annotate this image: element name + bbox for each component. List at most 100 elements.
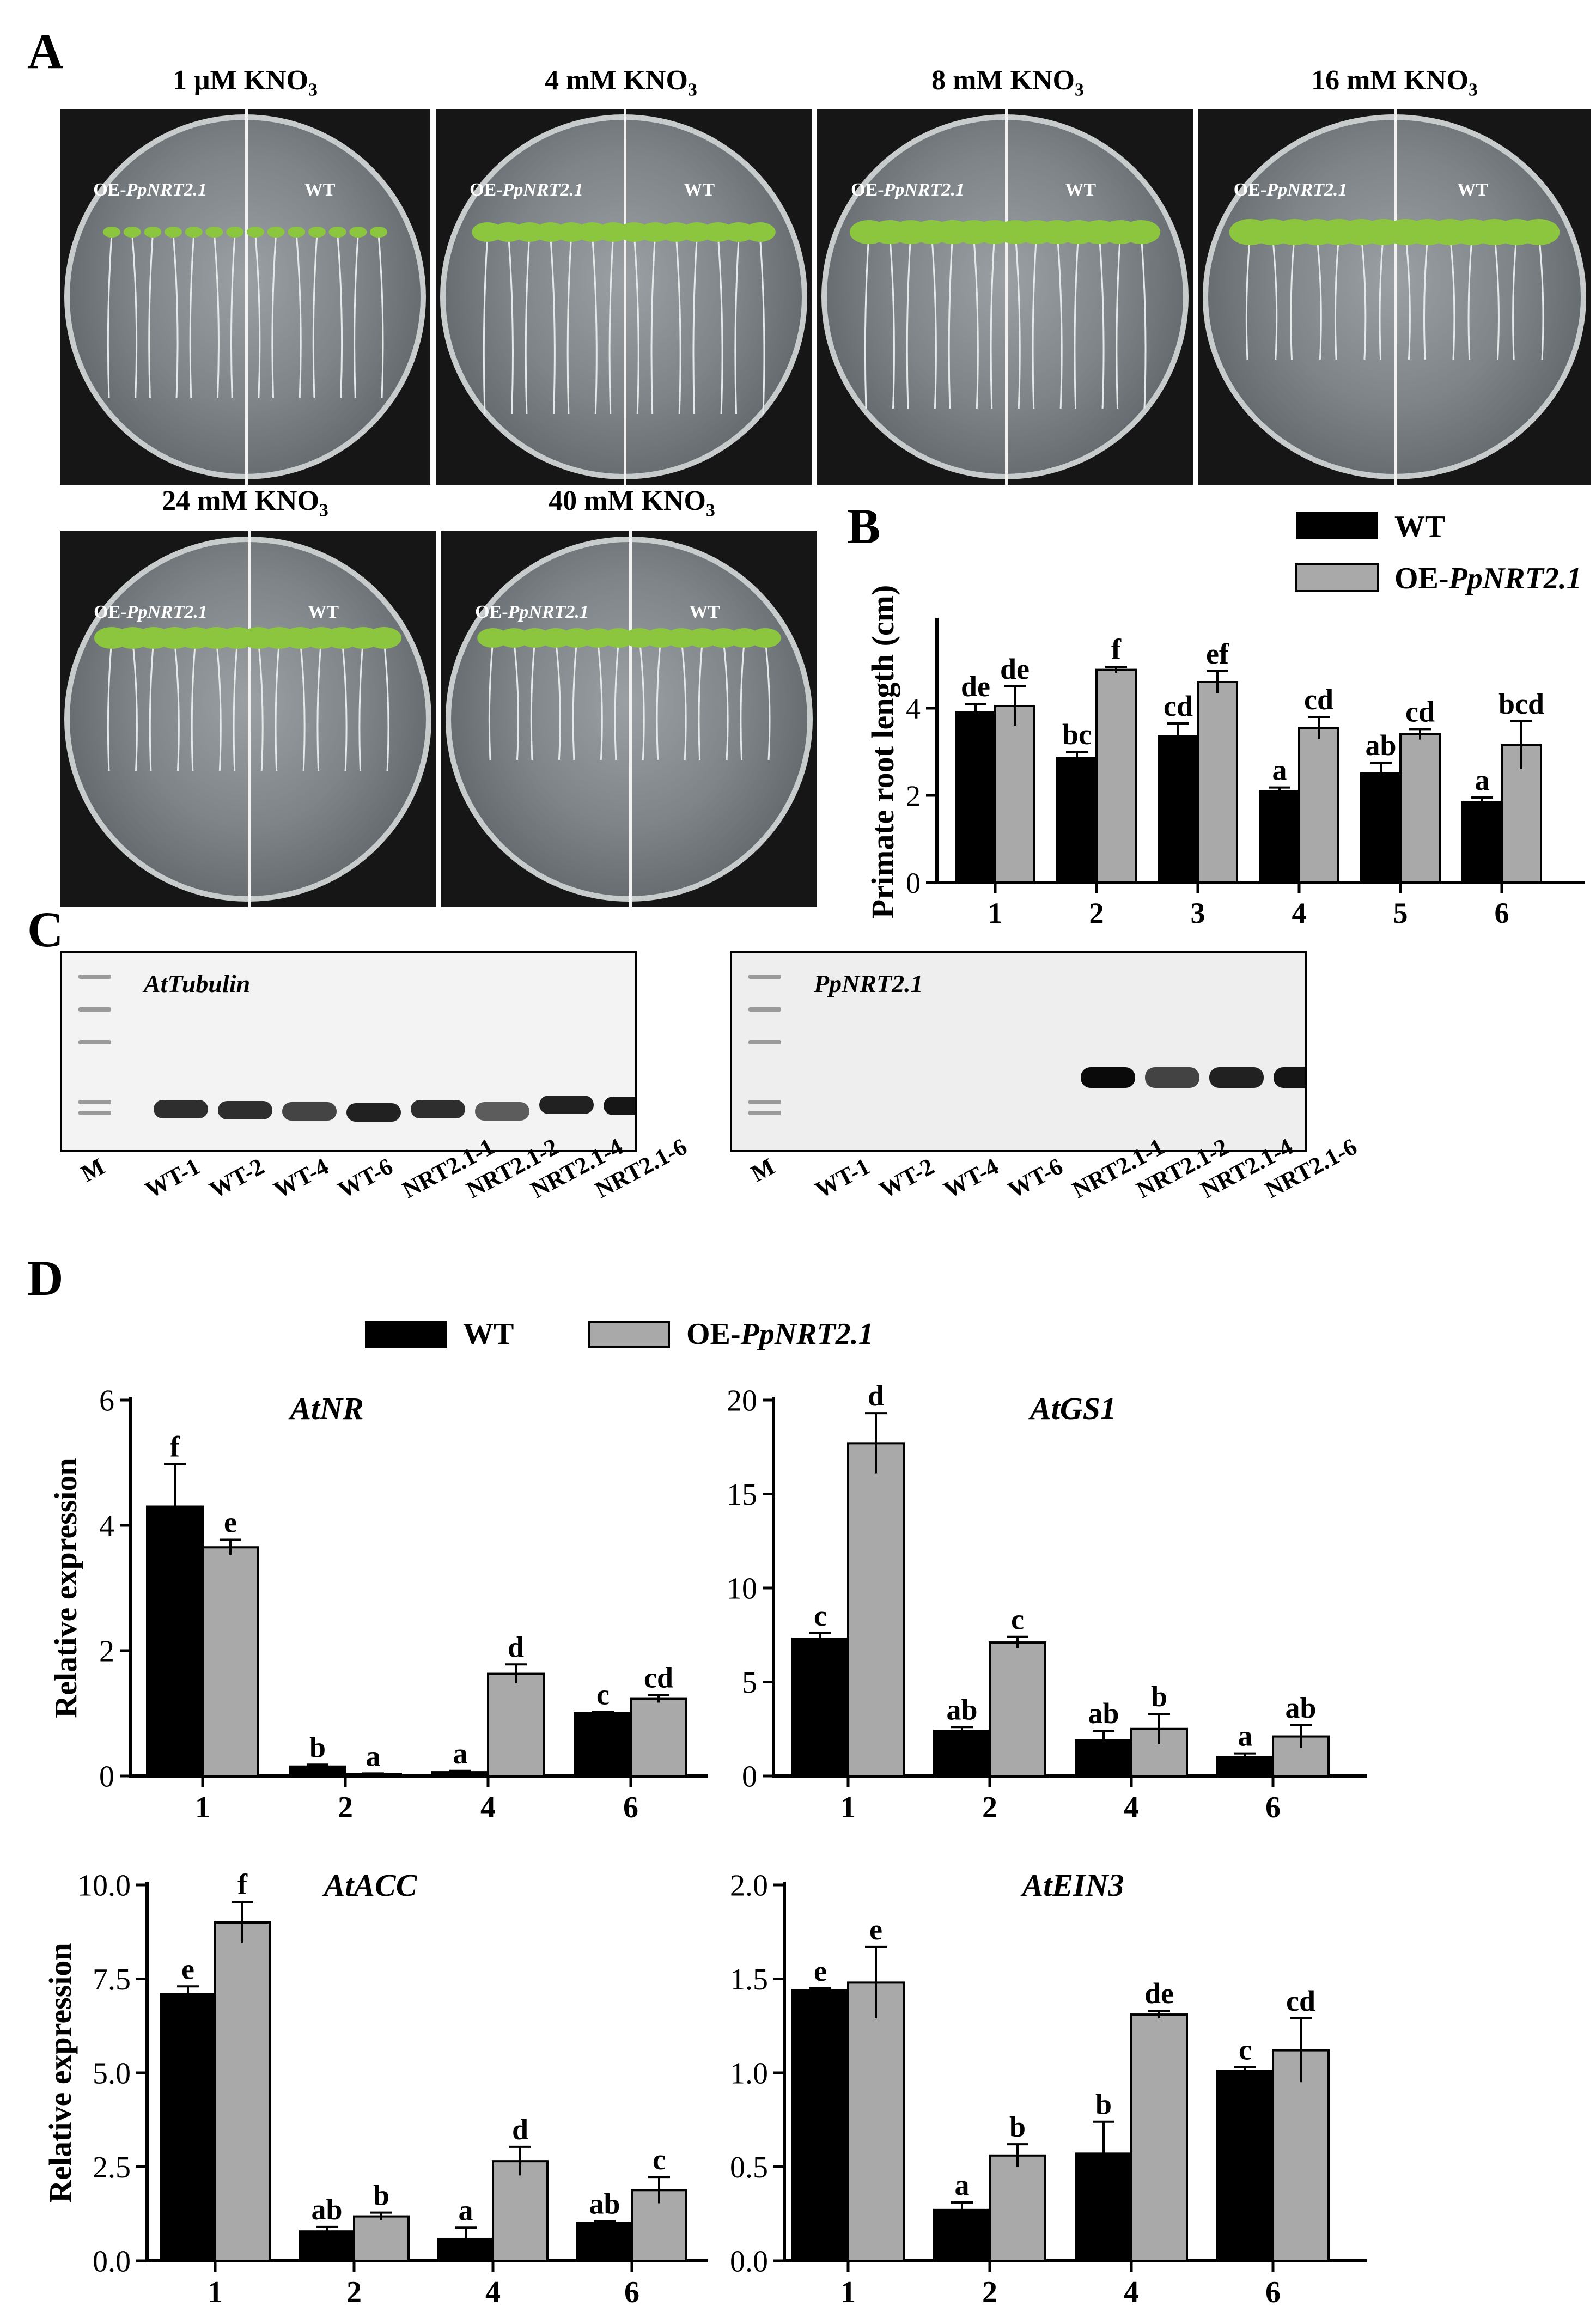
ladder-band — [78, 975, 111, 979]
plate-label-oe-prefix: OE- — [1233, 180, 1267, 200]
y-tick-label: 20 — [727, 1384, 757, 1418]
gel-2: PpNRT2.1 — [730, 951, 1307, 1152]
significance-letter: b — [1151, 1680, 1167, 1713]
bar-oe — [1298, 727, 1339, 884]
seedling-root — [566, 234, 572, 415]
significance-letter: e — [224, 1506, 237, 1538]
plate-label-oe: OE-PpNRT2.1 — [475, 602, 589, 623]
seedling-root — [656, 640, 662, 760]
lane-label: WT-1 — [141, 1153, 205, 1204]
ladder-band — [748, 1111, 781, 1115]
seedling-root — [692, 234, 698, 415]
seedling-root — [591, 234, 598, 415]
bar-oe — [847, 1981, 905, 2262]
seedling-leaves — [246, 227, 264, 238]
y-tick-label: 2.5 — [93, 2151, 131, 2185]
seedling-root — [638, 640, 645, 760]
significance-letter: e — [181, 1952, 194, 1985]
plate-divider-line — [624, 109, 626, 485]
seedling-leaves — [1122, 220, 1161, 244]
plate-label-wt: WT — [304, 180, 336, 200]
plate-label-wt: WT — [684, 180, 715, 200]
seedling-leaves — [370, 227, 387, 238]
seedling-root — [1423, 234, 1429, 360]
significance-letter: e — [869, 1913, 882, 1946]
seedling-root — [650, 234, 656, 415]
seedling-root — [614, 640, 620, 760]
significance-letter: c — [596, 1678, 610, 1711]
x-tick-label: 5 — [1393, 897, 1408, 929]
seedling-root — [1360, 234, 1367, 360]
ladder-band — [78, 1111, 111, 1115]
gel-band — [1081, 1067, 1135, 1088]
seedling-root — [316, 640, 322, 771]
significance-letter: b — [373, 2179, 389, 2212]
seedling-root — [233, 640, 239, 771]
legend-oe-label: OE-PpNRT2.1 — [1394, 562, 1582, 595]
significance-letter: ab — [1365, 729, 1396, 762]
seedling-root — [337, 234, 343, 398]
seedling-root — [888, 234, 895, 409]
seedling-root — [213, 234, 220, 398]
seedling-root — [513, 640, 519, 760]
plate-label-oe-gene: PpNRT2.1 — [1266, 180, 1348, 200]
seedling-root — [764, 640, 771, 760]
x-tick-label: 1 — [195, 1791, 210, 1824]
seedling-leaves — [144, 227, 162, 238]
seedling-leaves — [185, 227, 203, 238]
seedling-root — [131, 640, 138, 771]
ladder-band — [748, 1040, 781, 1044]
x-tick-label: 2 — [982, 2275, 997, 2304]
x-tick-label: 4 — [1124, 1791, 1139, 1824]
plate-title-text: 16 mM KNO — [1311, 65, 1469, 96]
plate-label-oe-gene: PpNRT2.1 — [126, 180, 207, 200]
bar-oe — [487, 1672, 545, 1777]
seedling-root — [254, 234, 261, 398]
chart-atein3: 0.0 0.5 1.0 1.5 2.0 AtEIN3 1 e e 2 a b 4 b de 6 c cd — [730, 1867, 1367, 2304]
lane-label: WT-6 — [1003, 1153, 1068, 1204]
plate-label-oe: OE-PpNRT2.1 — [94, 602, 208, 623]
gel-band — [346, 1103, 401, 1122]
plate-label-oe-gene: PpNRT2.1 — [502, 180, 583, 200]
seedling-root — [172, 234, 179, 398]
plate-title-text: 24 mM KNO — [162, 485, 319, 516]
plate-label-oe-prefix: OE- — [470, 180, 503, 200]
bar-oe — [202, 1546, 259, 1777]
plate-title-subscript: 3 — [1468, 80, 1478, 100]
seedling-root — [549, 234, 556, 415]
significance-letter: cd — [1164, 690, 1193, 722]
y-tick-label: 10 — [727, 1572, 757, 1606]
x-tick-label: 4 — [485, 2275, 501, 2304]
bar-wt — [146, 1505, 204, 1777]
seedling-leaves — [1518, 219, 1560, 245]
seedling-root — [191, 640, 197, 771]
x-tick-label: 2 — [338, 1791, 353, 1824]
lane-label: WT-1 — [811, 1153, 875, 1204]
seedling-root — [383, 640, 389, 771]
lane-label: WT-2 — [205, 1153, 269, 1204]
gel-title: PpNRT2.1 — [814, 970, 923, 997]
plate-divider-line — [629, 531, 632, 907]
y-tick-label: 0.0 — [93, 2245, 131, 2279]
significance-letter: bcd — [1498, 687, 1544, 720]
gel-band — [604, 1097, 635, 1115]
significance-letter: b — [309, 1731, 326, 1763]
ladder-band — [78, 1007, 111, 1012]
significance-letter: b — [1095, 2088, 1112, 2121]
x-tick-label: 1 — [840, 2275, 856, 2304]
significance-letter: ab — [1088, 1697, 1119, 1730]
seedling-leaves — [103, 227, 120, 238]
y-tick-label: 2.0 — [730, 1869, 768, 1903]
plate-divider-line — [245, 109, 248, 485]
seedling-root — [107, 234, 113, 398]
plate-label-wt: WT — [689, 602, 721, 622]
legend-oe-swatch — [1295, 563, 1379, 592]
significance-letter: ef — [1206, 637, 1229, 670]
bar-wt — [1216, 2070, 1274, 2262]
significance-letter: c — [1011, 1603, 1024, 1636]
significance-letter: c — [1239, 2034, 1252, 2066]
seedlings — [103, 227, 387, 398]
significance-letter: a — [1238, 1720, 1253, 1753]
significance-letter: ab — [946, 1693, 977, 1726]
significance-letter: a — [459, 2194, 473, 2226]
